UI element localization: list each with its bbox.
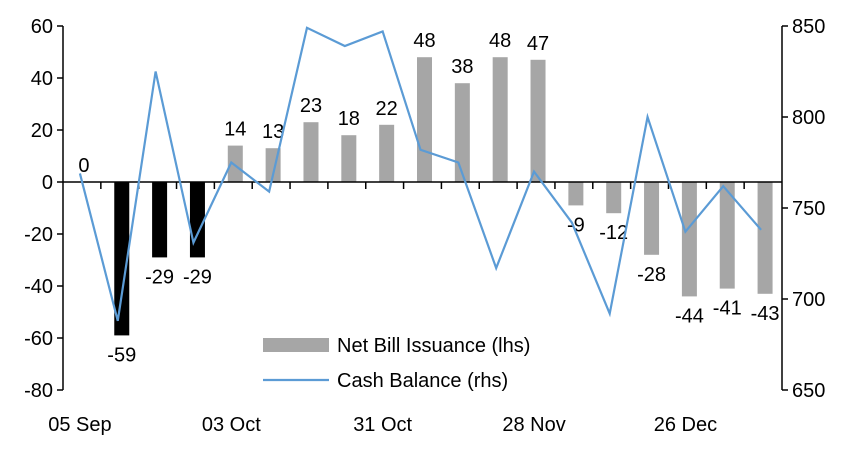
bar-data-label: 0 <box>78 155 89 177</box>
bar-data-label: -59 <box>107 344 136 366</box>
bar <box>492 57 508 183</box>
left-tick-label: -60 <box>24 328 53 350</box>
bar <box>606 182 622 214</box>
bar <box>454 83 470 182</box>
bar <box>681 182 697 297</box>
bar <box>530 59 546 182</box>
right-tick-label: 850 <box>792 16 825 38</box>
axes-group: 60 40 20 0 -20 -40 -60 -80 850 800 750 700 650 05 Sep… <box>24 16 825 436</box>
bar <box>379 124 395 182</box>
bar <box>719 182 735 289</box>
right-tick-label: 700 <box>792 289 825 311</box>
left-tick-label: -40 <box>24 276 53 298</box>
left-tick-label: 40 <box>31 68 53 90</box>
x-tick-label: 26 Dec <box>654 414 717 436</box>
bar <box>417 57 432 183</box>
cash-balance-line <box>78 26 762 322</box>
bar <box>568 182 584 206</box>
legend: Net Bill Issuance (lhs) Cash Balance (rh… <box>263 335 530 392</box>
bar <box>189 182 205 258</box>
bar-data-label: 23 <box>300 95 322 117</box>
bar-data-label: 48 <box>413 30 435 52</box>
bar-data-label: -29 <box>145 266 174 288</box>
bars-group <box>114 57 773 336</box>
bar-data-label: 14 <box>224 119 246 141</box>
x-tick-label: 03 Oct <box>202 414 261 436</box>
bar-data-label: 38 <box>451 56 473 78</box>
bar-data-label: -12 <box>599 222 628 244</box>
bar-data-label: -9 <box>567 214 585 236</box>
bar-data-label: -44 <box>675 305 704 327</box>
legend-swatch-bar <box>263 338 329 352</box>
left-tick-label: 20 <box>31 120 53 142</box>
bar <box>644 182 660 255</box>
left-tick-label: 0 <box>42 172 53 194</box>
bar-data-label: 18 <box>338 108 360 130</box>
bar <box>114 182 130 336</box>
left-tick-label: -80 <box>24 380 53 402</box>
bar-data-label: -29 <box>183 266 212 288</box>
bar-data-label: -28 <box>637 264 666 286</box>
right-tick-label: 750 <box>792 198 825 220</box>
x-tick-label: 05 Sep <box>48 414 111 436</box>
bar <box>757 182 773 294</box>
left-tick-label: -20 <box>24 224 53 246</box>
x-tick-label: 28 Nov <box>502 414 565 436</box>
bar <box>152 182 168 258</box>
bar-data-label: 22 <box>376 98 398 120</box>
right-tick-label: 800 <box>792 107 825 129</box>
bar-data-label: 48 <box>489 30 511 52</box>
bar-data-label: -43 <box>751 303 780 325</box>
legend-label-bar: Net Bill Issuance (lhs) <box>337 335 530 357</box>
left-tick-label: 60 <box>31 16 53 38</box>
bar-data-label: 47 <box>527 33 549 55</box>
bar <box>303 122 319 182</box>
x-tick-label: 31 Oct <box>353 414 412 436</box>
legend-label-line: Cash Balance (rhs) <box>337 370 508 392</box>
bar <box>227 145 243 182</box>
bar <box>341 135 357 182</box>
right-tick-label: 650 <box>792 380 825 402</box>
bar-data-label: -41 <box>713 298 742 320</box>
bar-data-label: 13 <box>262 121 284 143</box>
